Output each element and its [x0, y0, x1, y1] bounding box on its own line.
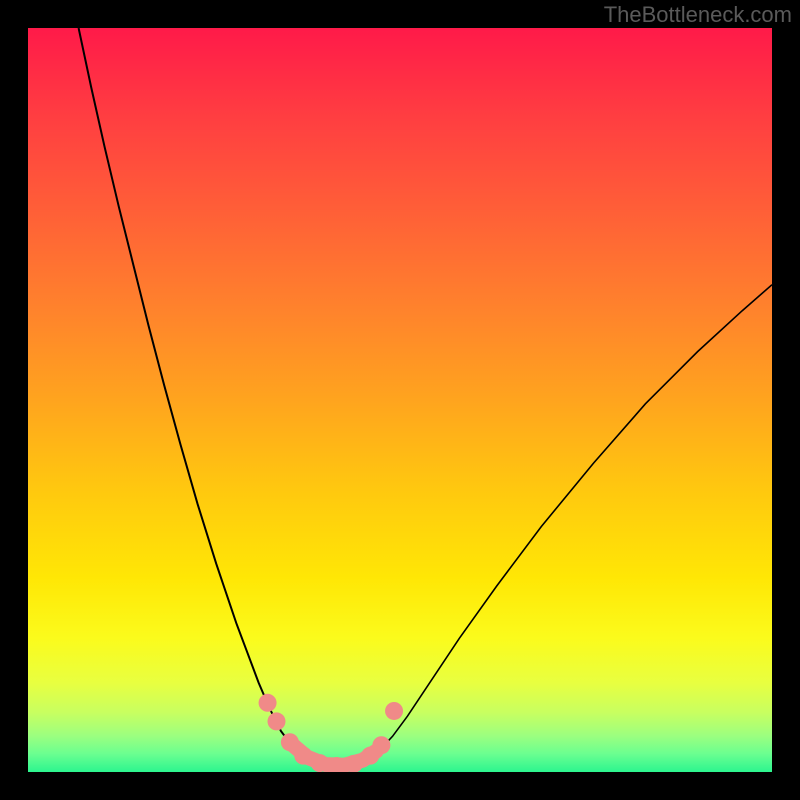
highlight-marker	[372, 736, 390, 754]
plot-area	[28, 28, 772, 772]
highlight-marker	[281, 733, 299, 751]
highlight-marker	[345, 755, 363, 772]
watermark-text: TheBottleneck.com	[604, 2, 792, 28]
highlight-marker	[268, 712, 286, 730]
highlight-marker	[385, 702, 403, 720]
highlight-marker	[259, 694, 277, 712]
chart-background	[28, 28, 772, 772]
chart-svg	[28, 28, 772, 772]
highlight-marker	[311, 754, 329, 772]
highlight-marker	[294, 747, 312, 765]
